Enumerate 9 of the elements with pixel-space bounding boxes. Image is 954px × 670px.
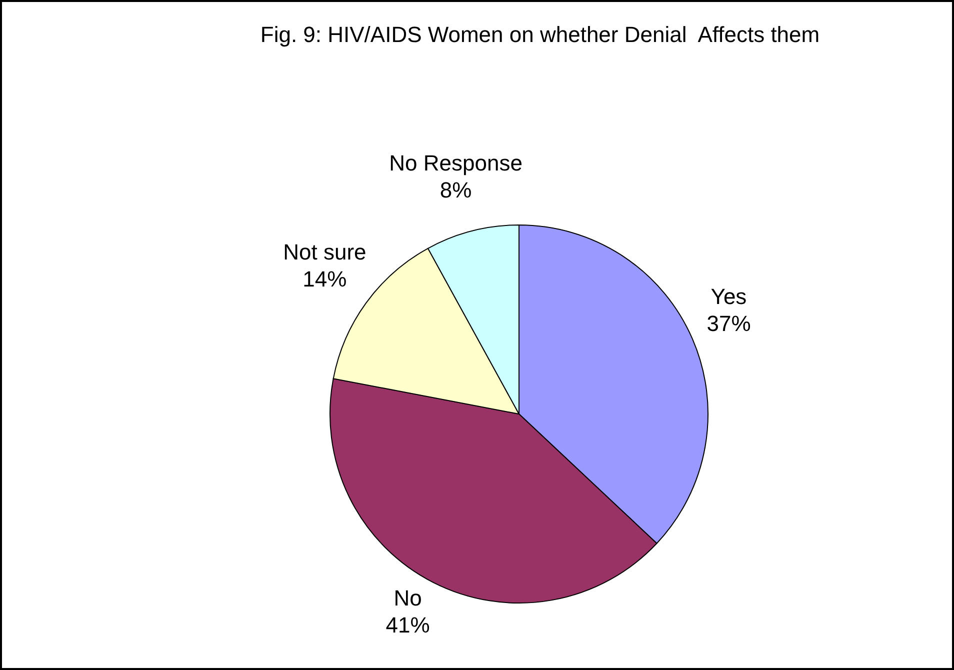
slice-label: Yes	[710, 284, 747, 310]
slice-label: No	[394, 585, 422, 610]
chart-title: Fig. 9: HIV/AIDS Women on whether Denial Affects them	[260, 22, 820, 47]
slice-label: Not sure	[283, 239, 366, 264]
slice-label: No Response	[389, 150, 522, 176]
data-label: 37%	[706, 311, 751, 336]
data-label: 41%	[386, 612, 430, 638]
data-label: 14%	[302, 266, 347, 292]
data-label: 8%	[440, 177, 472, 202]
